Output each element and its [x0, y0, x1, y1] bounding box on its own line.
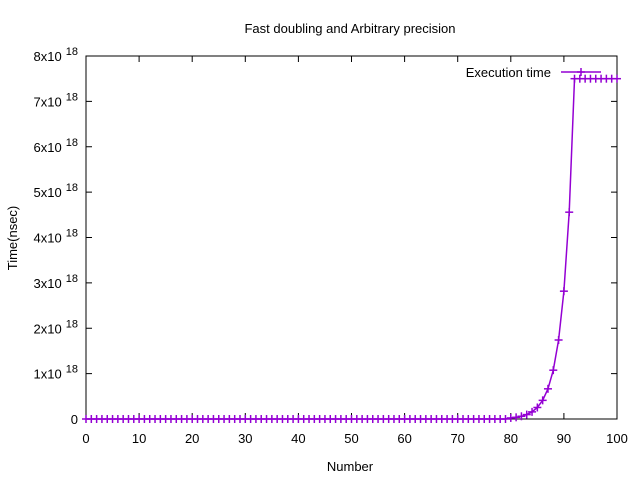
legend-label: Execution time — [466, 65, 551, 80]
plot-frame — [85, 55, 618, 420]
x-tick-label: 10 — [132, 431, 146, 446]
x-tick-label: 80 — [504, 431, 518, 446]
x-tick-label: 60 — [397, 431, 411, 446]
data-point — [543, 384, 552, 393]
data-point — [554, 336, 563, 345]
y-tick-label: 4x10 18 — [34, 228, 78, 246]
x-tick-label: 30 — [238, 431, 252, 446]
y-axis-title: Time(nsec) — [5, 206, 20, 271]
data-point — [517, 412, 526, 421]
x-tick-label: 40 — [291, 431, 305, 446]
data-point — [549, 366, 558, 375]
data-point — [559, 287, 568, 296]
y-tick-label: 8x10 18 — [34, 46, 78, 64]
chart-title: Fast doubling and Arbitrary precision — [244, 21, 455, 36]
series-line — [86, 77, 617, 420]
x-tick-label: 50 — [344, 431, 358, 446]
y-tick-label: 7x10 18 — [34, 91, 78, 109]
x-tick-label: 90 — [557, 431, 571, 446]
data-point — [533, 403, 542, 412]
plot-border — [85, 55, 618, 420]
series-layer — [82, 74, 621, 423]
x-tick-label: 70 — [450, 431, 464, 446]
x-tick-label: 0 — [82, 431, 89, 446]
y-tick-label: 3x10 18 — [34, 273, 78, 291]
data-point — [528, 407, 537, 416]
data-point — [512, 413, 521, 422]
x-axis: 0 10 20 30 40 50 60 70 80 90 100 — [82, 56, 628, 446]
data-point — [522, 410, 531, 419]
data-point — [501, 415, 510, 423]
data-point — [613, 74, 621, 83]
legend: Execution time — [466, 65, 601, 80]
x-axis-title: Number — [327, 459, 374, 474]
y-tick-label: 0 — [71, 412, 78, 427]
y-tick-label: 1x10 18 — [34, 364, 78, 382]
y-tick-label: 6x10 18 — [34, 137, 78, 155]
data-point — [565, 208, 574, 217]
x-tick-label: 100 — [606, 431, 628, 446]
x-tick-label: 20 — [185, 431, 199, 446]
y-axis: 0 1x10 18 2x10 18 3x10 18 4x10 18 5x10 18 6x10 18 7x1… — [34, 46, 617, 427]
legend-marker — [577, 68, 585, 76]
y-tick-label: 2x10 18 — [34, 318, 78, 336]
data-point — [538, 396, 547, 405]
y-tick-label: 5x10 18 — [34, 182, 78, 200]
